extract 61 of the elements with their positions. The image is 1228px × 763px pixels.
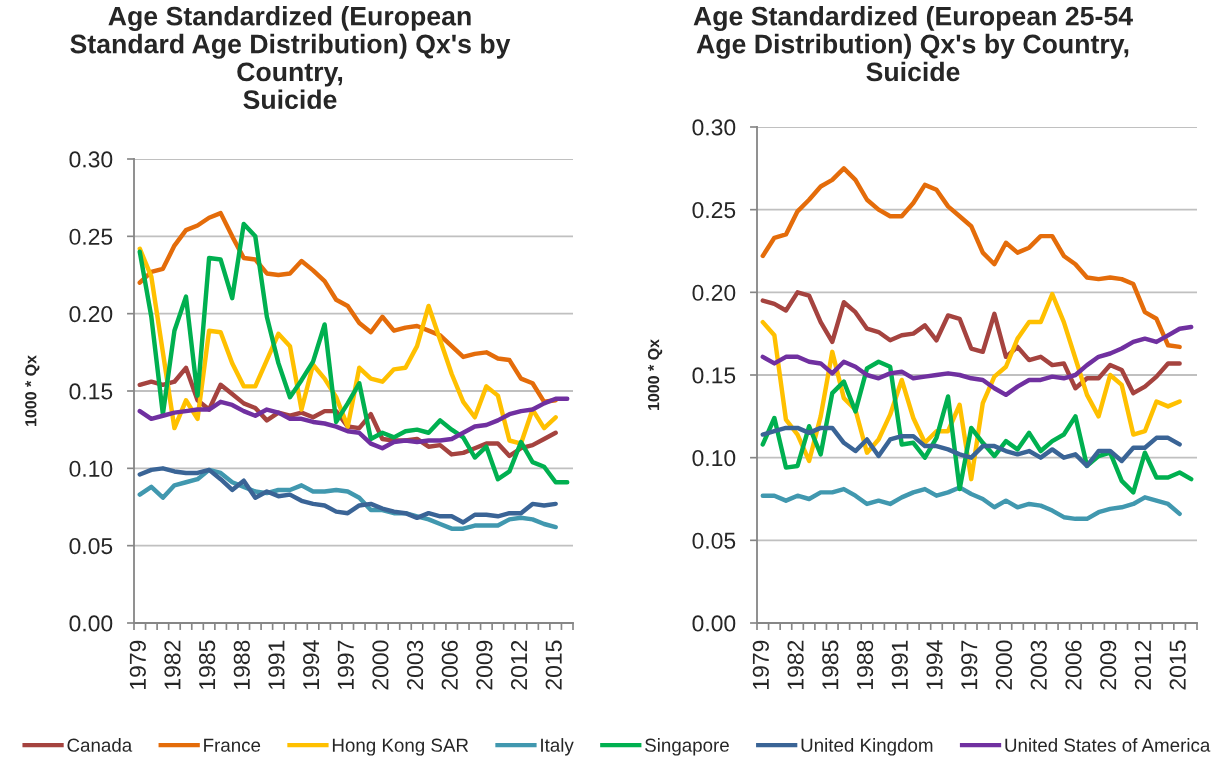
x-tick-label: 1979	[129, 640, 146, 689]
line-series	[760, 425, 1182, 469]
x-tick-label: 2003	[406, 640, 424, 690]
x-tick-label: 1982	[164, 640, 181, 689]
chart-title: Age Standardized (European Standard Age Distribution) Qx's by Country, Suicide	[70, 6, 511, 110]
y-tick-label: 0.20	[69, 305, 113, 323]
x-tick-label: 2009	[1100, 640, 1117, 690]
x-tick-label: 1988	[233, 640, 250, 689]
x-tick-label: 2000	[372, 640, 389, 690]
x-tick-label: 1997	[337, 640, 354, 689]
x-tick-label: 1994	[926, 640, 943, 689]
legend-label: United Kingdom	[801, 738, 933, 756]
x-tick-label: 1985	[822, 640, 839, 689]
line-series	[137, 221, 570, 485]
y-tick-label: 0.20	[692, 284, 736, 301]
y-tick-label: 0.25	[692, 201, 736, 219]
x-tick-label: 1991	[891, 640, 908, 689]
legend-label: Canada	[67, 738, 133, 752]
x-tick-label: 1991	[268, 640, 285, 689]
x-tick-label: 2015	[545, 640, 562, 690]
x-tick-label: 2006	[441, 640, 458, 690]
y-tick-label: 0.10	[692, 449, 736, 467]
y-tick-label: 0.30	[69, 151, 113, 168]
x-tick-label: 1988	[856, 640, 874, 689]
x-tick-label: 2003	[1030, 640, 1047, 690]
line-series	[137, 210, 558, 405]
x-tick-label: 2012	[1134, 640, 1152, 690]
x-tick-label: 2012	[510, 640, 528, 690]
y-tick-label: 0.15	[692, 367, 736, 384]
line-series	[760, 166, 1182, 350]
y-tick-label: 0.00	[692, 615, 736, 632]
y-tick-label: 0.10	[69, 460, 113, 477]
y-axis-title: 1000 * Qx	[25, 355, 40, 426]
legend-label: Hong Kong SAR	[332, 738, 469, 756]
y-tick-label: 0.05	[692, 532, 736, 549]
x-tick-label: 1985	[199, 640, 216, 689]
y-tick-label: 0.30	[692, 119, 736, 136]
y-tick-label: 0.25	[69, 228, 113, 245]
x-tick-label: 2006	[1065, 640, 1082, 690]
y-tick-label: 0.05	[69, 537, 113, 555]
line-series	[760, 324, 1194, 398]
line-series	[137, 396, 570, 451]
x-tick-label: 2015	[1169, 640, 1186, 690]
x-tick-label: 1994	[302, 640, 320, 689]
line-series	[760, 290, 1182, 396]
y-tick-label: 0.15	[69, 383, 113, 400]
y-tick-label: 0.00	[69, 615, 113, 632]
line-series	[137, 246, 558, 446]
legend-label: Italy	[541, 738, 574, 756]
legend-label: Singapore	[645, 738, 729, 756]
legend-label: France	[204, 738, 261, 752]
x-tick-label: 1997	[961, 640, 978, 689]
x-tick-label: 1979	[752, 640, 769, 689]
line-series	[760, 359, 1194, 495]
x-tick-label: 2000	[995, 640, 1013, 690]
legend-label: United States of America	[1005, 738, 1211, 752]
x-tick-label: 1982	[787, 640, 804, 689]
line-series	[760, 485, 1182, 522]
chart-title: Age Standardized (European 25-54 Age Distribution) Qx's by Country, Suicide	[693, 6, 1133, 82]
y-axis-title: 1000 * Qx	[647, 339, 663, 410]
x-tick-label: 2009	[476, 640, 493, 690]
